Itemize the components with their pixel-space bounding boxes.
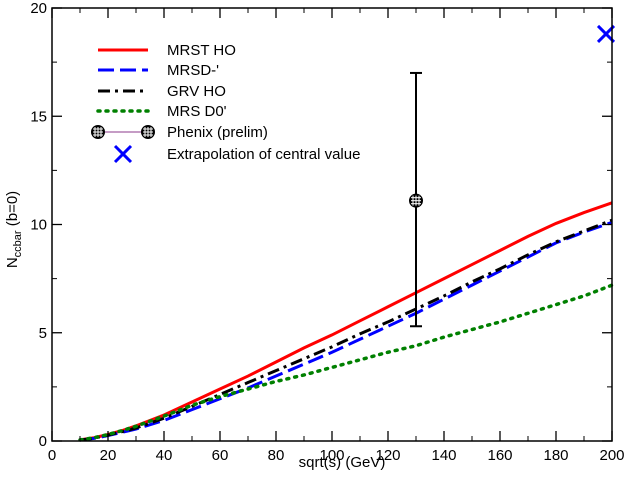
legend-swatch-extrapolation: [113, 144, 133, 164]
x-tick-label-3: 60: [212, 447, 229, 464]
y-axis-label-sub: ccbar: [12, 230, 24, 257]
plot-frame: [51, 7, 613, 442]
legend-extrapolation-marker: [113, 144, 133, 164]
series-line-1: [79, 220, 613, 442]
legend-extrapolation-marker-stroke-b: [113, 144, 133, 164]
x-tick-label-0: 0: [48, 447, 56, 464]
legend-label-phenix: Phenix (prelim): [167, 124, 268, 141]
x-tick-label-1: 20: [100, 447, 117, 464]
legend-swatch-phenix: [91, 125, 155, 139]
legend-label-mrs-d0: MRS D0': [167, 103, 227, 120]
y-tick-label-3: 15: [30, 108, 47, 125]
legend-label-mrst-ho: MRST HO: [167, 42, 236, 59]
legend: MRST HO MRSD-' GRV HO MRS D0' Phenix (pr…: [91, 42, 360, 164]
x-tick-label-6: 120: [375, 447, 400, 464]
series-line-2: [79, 218, 613, 442]
x-tick-label-10: 200: [599, 447, 624, 464]
x-tick-label-8: 160: [487, 447, 512, 464]
y-axis-label: Nccbar (b=0): [4, 191, 24, 268]
x-tick-label-4: 80: [268, 447, 285, 464]
phenix-point: [409, 193, 423, 208]
x-tick-label-2: 40: [156, 447, 173, 464]
plot-marks: [78, 24, 616, 442]
legend-phenix-marker-left: [91, 125, 105, 139]
series-line-0: [79, 201, 613, 442]
y-axis: 0 5 10 15 20: [30, 0, 612, 450]
y-tick-label-1: 5: [39, 325, 47, 342]
x-tick-label-9: 180: [543, 447, 568, 464]
x-tick-label-7: 140: [431, 447, 456, 464]
y-tick-label-4: 20: [30, 0, 47, 17]
y-axis-label-main: N: [4, 257, 21, 268]
legend-label-extrapolation: Extrapolation of central value: [167, 146, 360, 163]
x-axis-label: sqrt(s) (GeV): [299, 454, 386, 471]
x-tick-label-5: 100: [319, 447, 344, 464]
y-tick-label-2: 10: [30, 217, 47, 234]
legend-label-grv-ho: GRV HO: [167, 83, 226, 100]
legend-phenix-marker-right: [141, 125, 155, 139]
y-axis-label-tail: (b=0): [4, 191, 21, 231]
series-line-3: [78, 283, 614, 442]
x-axis: 0 20 40 60 80 100 120 140 160 180 200: [48, 8, 625, 464]
legend-label-mrsd: MRSD-': [167, 62, 219, 79]
y-tick-label-0: 0: [39, 433, 47, 450]
